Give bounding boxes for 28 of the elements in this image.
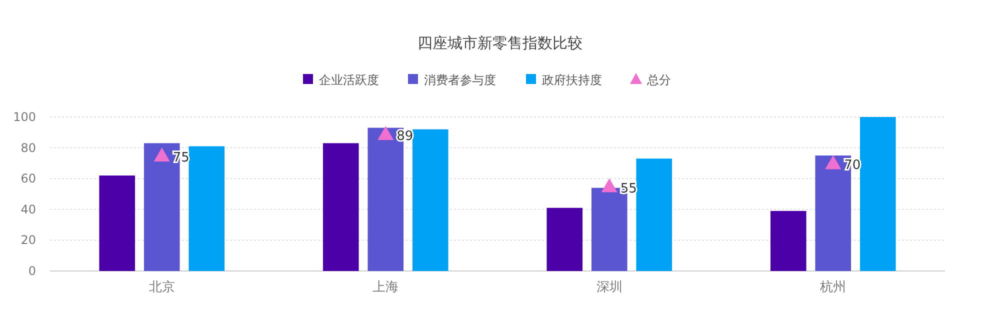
point — [825, 155, 842, 170]
y-tick-label: 0 — [28, 264, 36, 278]
x-tick-label: 上海 — [372, 280, 399, 295]
point — [601, 178, 618, 192]
bar — [412, 129, 448, 271]
bar — [636, 158, 672, 271]
legend-label: 企业活跃度 — [319, 73, 379, 87]
point — [378, 126, 394, 140]
legend-label: 政府扶持度 — [542, 73, 602, 87]
bar — [99, 176, 136, 271]
bar — [322, 143, 359, 271]
y-tick-label: 100 — [13, 110, 36, 124]
legend-label: 消费者参与度 — [424, 73, 496, 87]
data-label: 55 — [620, 181, 637, 196]
bar — [546, 208, 583, 271]
x-tick-label: 杭州 — [819, 280, 846, 295]
bar — [188, 146, 225, 271]
y-tick-label: 60 — [20, 172, 36, 186]
y-tick-label: 40 — [20, 202, 36, 216]
bar — [860, 117, 896, 271]
chart-title: 四座城市新零售指数比较 — [418, 34, 582, 52]
bar — [770, 210, 806, 271]
x-tick-label: 北京 — [148, 280, 175, 295]
x-tick-label: 深圳 — [596, 280, 622, 295]
y-tick-label: 80 — [20, 140, 36, 155]
legend-label: 总分 — [646, 73, 671, 87]
point — [154, 148, 170, 162]
y-tick-label: 20 — [20, 233, 36, 248]
